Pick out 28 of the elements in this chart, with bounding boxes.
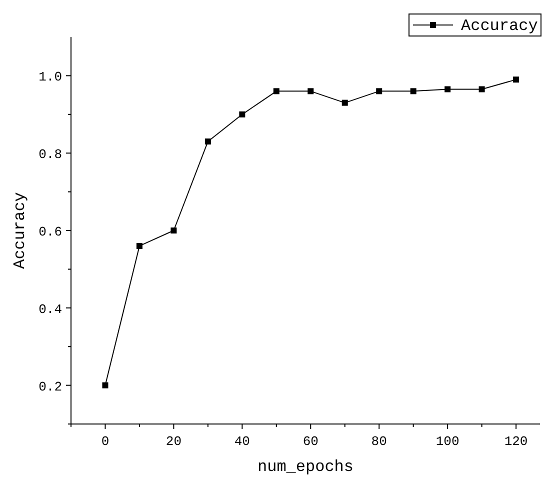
y-tick-label: 0.6	[38, 224, 62, 240]
point	[102, 382, 108, 388]
point	[342, 100, 348, 106]
point	[410, 88, 416, 94]
y-tick-label: 0.2	[38, 379, 62, 394]
point	[444, 86, 451, 92]
point	[273, 88, 280, 94]
point	[308, 88, 314, 94]
point	[204, 138, 211, 144]
x-tick-label: 100	[436, 434, 460, 449]
point	[376, 88, 382, 94]
y-tick-label: 0.4	[38, 302, 62, 317]
point	[136, 242, 142, 249]
x-tick-label: 80	[371, 434, 387, 449]
point	[170, 228, 177, 234]
y-tick-label: 1.0	[38, 70, 62, 85]
x-tick-label: 120	[504, 434, 528, 449]
x-tick-label: 40	[234, 434, 250, 449]
point	[478, 86, 485, 92]
x-tick-label: 20	[166, 434, 182, 449]
legend-label: Accuracy	[461, 17, 538, 35]
x-tick-label: 60	[302, 434, 318, 449]
point	[513, 76, 520, 83]
y-axis-title: Accuracy	[11, 192, 29, 269]
y-tick-label: 0.8	[38, 147, 62, 162]
point	[239, 111, 246, 118]
x-axis-title: num_epochs	[257, 458, 354, 476]
x-tick-label: 0	[101, 434, 110, 449]
